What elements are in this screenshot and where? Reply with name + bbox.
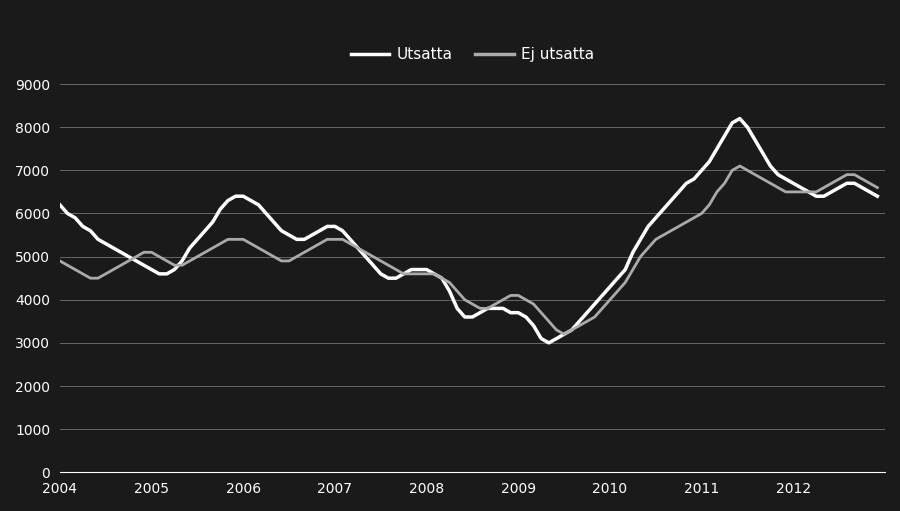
Ej utsatta	[184, 258, 195, 264]
Line: Utsatta: Utsatta	[59, 119, 878, 343]
Legend: Utsatta, Ej utsatta: Utsatta, Ej utsatta	[345, 41, 600, 68]
Utsatta	[872, 193, 883, 199]
Ej utsatta	[139, 249, 149, 256]
Ej utsatta	[54, 258, 65, 264]
Ej utsatta	[788, 189, 798, 195]
Utsatta	[184, 245, 195, 251]
Utsatta	[712, 146, 723, 152]
Utsatta	[734, 115, 745, 122]
Ej utsatta	[712, 189, 723, 195]
Utsatta	[772, 172, 783, 178]
Ej utsatta	[772, 184, 783, 191]
Ej utsatta	[734, 163, 745, 169]
Ej utsatta	[436, 275, 447, 281]
Utsatta	[54, 202, 65, 208]
Utsatta	[544, 340, 554, 346]
Utsatta	[139, 262, 149, 268]
Line: Ej utsatta: Ej utsatta	[59, 166, 878, 334]
Utsatta	[436, 275, 447, 281]
Ej utsatta	[872, 184, 883, 191]
Ej utsatta	[559, 331, 570, 337]
Utsatta	[788, 180, 798, 187]
